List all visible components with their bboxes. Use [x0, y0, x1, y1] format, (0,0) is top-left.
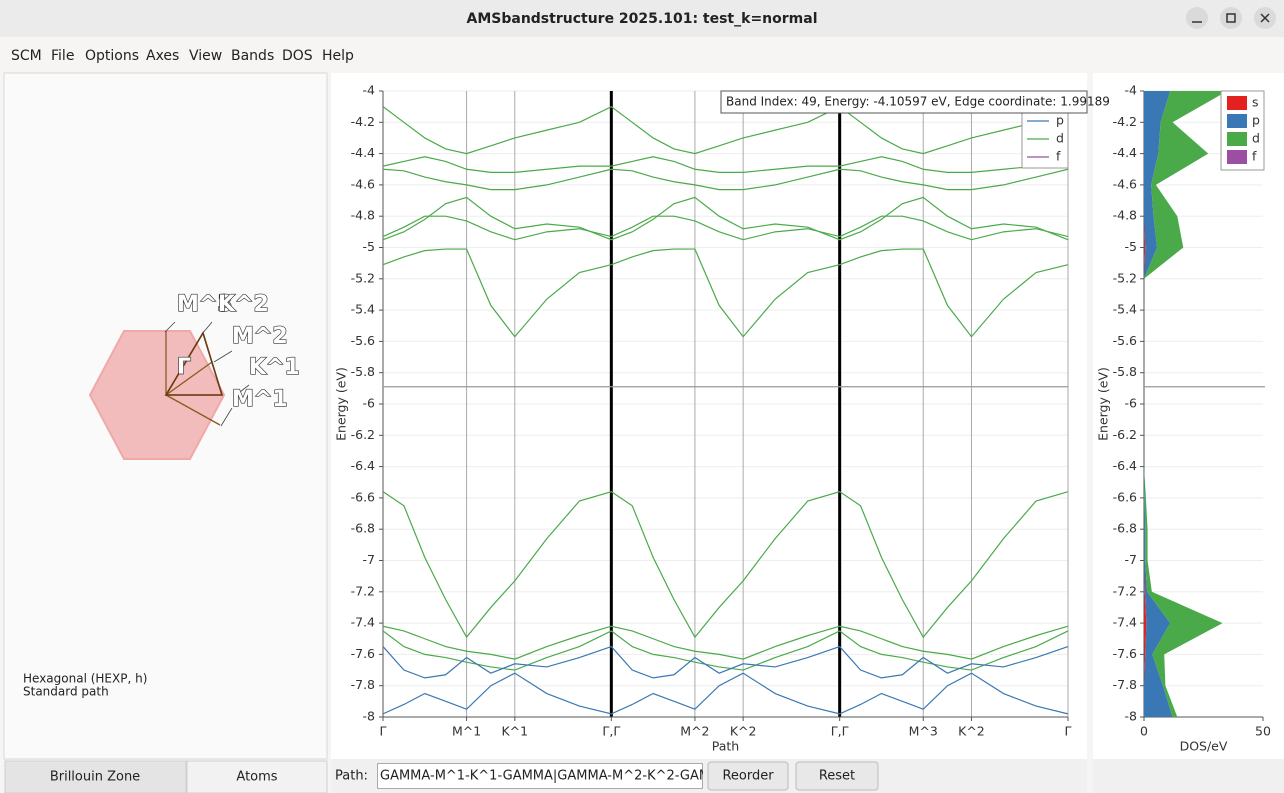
y-axis-label: Energy (eV) [334, 367, 349, 441]
y-tick-label: -5.8 [351, 364, 375, 379]
x-tick-label: 0 [1140, 724, 1148, 739]
y-tick-label: -7.6 [351, 646, 375, 661]
x-axis-label: DOS/eV [1180, 739, 1228, 754]
x-tick-label: Γ [1065, 724, 1072, 739]
tab-label: Brillouin Zone [50, 770, 140, 785]
y-tick-label: -6.6 [1113, 489, 1137, 504]
y-tick-label: -6.2 [351, 427, 375, 442]
tooltip: Band Index: 49, Energy: -4.10597 eV, Edg… [726, 95, 1110, 109]
legend-label: f [1252, 149, 1257, 164]
minimize-button[interactable] [1186, 7, 1208, 29]
x-tick-label: Γ [380, 724, 387, 739]
x-tick-label: K^2 [730, 724, 757, 739]
y-tick-label: -8 [1125, 709, 1138, 724]
y-tick-label: -4.2 [351, 114, 375, 129]
legend-label: f [1056, 149, 1061, 164]
menu-item[interactable]: View [189, 48, 222, 64]
legend-label: d [1252, 131, 1260, 146]
button-label: Reorder [722, 769, 774, 784]
y-tick-label: -4.2 [1113, 114, 1137, 129]
x-tick-label: K^2 [958, 724, 985, 739]
y-tick-label: -4.6 [1113, 176, 1137, 191]
y-tick-label: -6.8 [1113, 521, 1137, 536]
y-tick-label: -6 [363, 396, 376, 411]
y-tick-label: -5 [1125, 239, 1137, 254]
y-tick-label: -5.6 [351, 333, 375, 348]
lattice-info: Hexagonal (HEXP, h) [23, 672, 147, 686]
y-tick-label: -7.6 [1113, 646, 1137, 661]
y-tick-label: -7 [1125, 552, 1137, 567]
bz-label: Γ [177, 355, 191, 380]
y-tick-label: -6.2 [1113, 427, 1137, 442]
y-tick-label: -4.6 [351, 176, 375, 191]
y-tick-label: -5 [363, 239, 375, 254]
y-tick-label: -6.4 [351, 458, 375, 473]
y-tick-label: -6.6 [351, 489, 375, 504]
y-tick-label: -7 [363, 552, 375, 567]
y-tick-label: -6.8 [351, 521, 375, 536]
menu-item[interactable]: Bands [231, 48, 274, 64]
y-tick-label: -5.4 [351, 302, 375, 317]
x-tick-label: M^3 [909, 724, 938, 739]
y-tick-label: -4.8 [1113, 208, 1137, 223]
band-panel [331, 73, 1087, 759]
y-axis-label: Energy (eV) [1096, 367, 1111, 441]
legend-swatch [1227, 96, 1247, 110]
legend-label: s [1252, 95, 1259, 110]
y-tick-label: -7.2 [1113, 583, 1137, 598]
menu-item[interactable]: Help [322, 48, 354, 64]
y-tick-label: -4 [1125, 83, 1138, 98]
dos-footer [1093, 759, 1284, 793]
y-tick-label: -6.4 [1113, 458, 1137, 473]
x-axis-label: Path [712, 739, 739, 754]
legend-label: p [1056, 113, 1064, 128]
x-tick-label: M^2 [680, 724, 709, 739]
y-tick-label: -4.4 [1113, 145, 1137, 160]
window-title: AMSbandstructure 2025.101: test_k=normal [467, 11, 818, 27]
legend-label: p [1252, 113, 1260, 128]
y-tick-label: -5.6 [1113, 333, 1137, 348]
maximize-button[interactable] [1220, 7, 1242, 29]
x-tick-label: Γ,Γ [831, 724, 849, 739]
y-tick-label: -5.4 [1113, 302, 1137, 317]
y-tick-label: -5.8 [1113, 364, 1137, 379]
y-tick-label: -4.4 [351, 145, 375, 160]
y-tick-label: -7.8 [1113, 677, 1137, 692]
x-tick-label: K^1 [501, 724, 528, 739]
legend-swatch [1227, 150, 1247, 164]
menu-item[interactable]: Axes [146, 48, 179, 64]
menu-item[interactable]: SCM [11, 48, 42, 64]
x-tick-label: Γ,Γ [602, 724, 620, 739]
bz-label: M^2 [232, 324, 288, 349]
bz-label: M^1 [232, 387, 288, 412]
tab-label: Atoms [236, 770, 277, 785]
path-info: Standard path [23, 685, 109, 699]
y-tick-label: -8 [363, 709, 376, 724]
bz-label: K^1 [249, 355, 300, 380]
x-tick-label: M^1 [452, 724, 481, 739]
menu-item[interactable]: File [51, 48, 74, 64]
y-tick-label: -7.4 [351, 615, 375, 630]
y-tick-label: -5.2 [351, 270, 375, 285]
y-tick-label: -5.2 [1113, 270, 1137, 285]
bz-label: K^2 [218, 292, 269, 317]
menu-item[interactable]: DOS [282, 48, 313, 64]
x-tick-label: 50 [1255, 724, 1271, 739]
menu-item[interactable]: Options [85, 48, 139, 64]
path-label: Path: [335, 769, 368, 784]
y-tick-label: -6 [1125, 396, 1138, 411]
button-label: Reset [819, 769, 855, 784]
y-tick-label: -4 [363, 83, 376, 98]
y-tick-label: -7.2 [351, 583, 375, 598]
legend-swatch [1227, 132, 1247, 146]
legend-swatch [1227, 114, 1247, 128]
y-tick-label: -4.8 [351, 208, 375, 223]
y-tick-label: -7.8 [351, 677, 375, 692]
y-tick-label: -7.4 [1113, 615, 1137, 630]
legend-label: d [1056, 131, 1064, 146]
